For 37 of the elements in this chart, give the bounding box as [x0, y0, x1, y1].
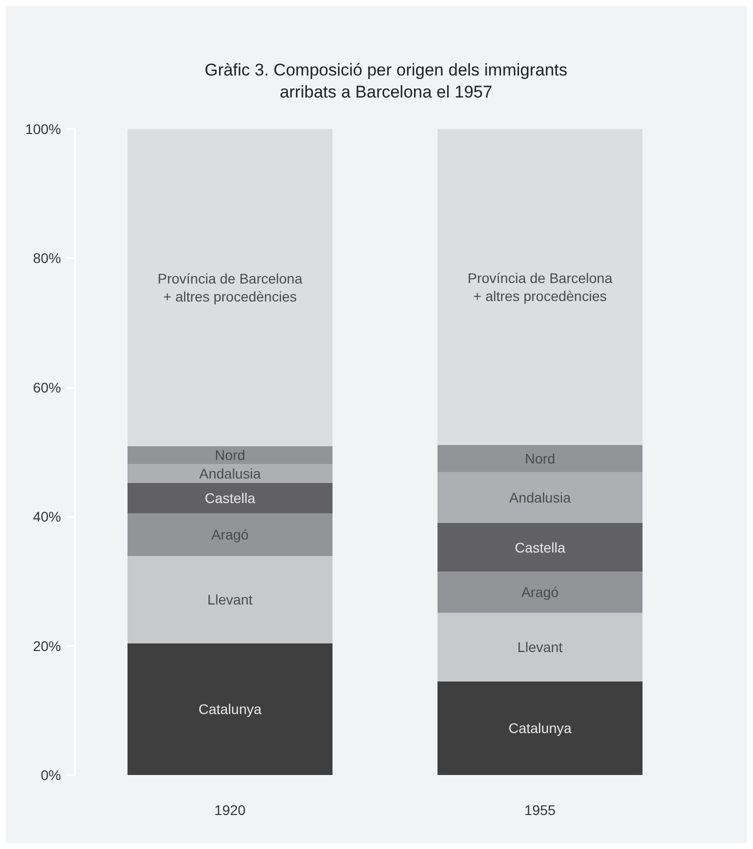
chart-title: Gràfic 3. Composició per origen dels immigrants arribats a Barcelona el 1957: [204, 60, 568, 102]
text: Aragó: [211, 526, 249, 543]
x-tick-label: 1955: [524, 802, 556, 818]
bar: [438, 612, 642, 682]
y-tick-label: 100%: [25, 121, 61, 137]
bar: [438, 681, 642, 775]
text: Andalusia: [509, 490, 571, 506]
bar: [438, 472, 642, 524]
bar: [438, 523, 642, 572]
text: Castella: [514, 539, 566, 556]
y-tick-label: 20%: [32, 638, 61, 654]
text: Província de Barcelona + altres procedències: [468, 270, 612, 304]
series-label: Aragó: [521, 584, 559, 600]
bar: [438, 572, 642, 613]
series-label: Andalusia: [199, 466, 261, 482]
series-label: Llevant: [517, 639, 563, 656]
series-label: Castella: [204, 490, 256, 506]
bar: [128, 446, 332, 464]
series-label: Catalunya: [508, 720, 572, 736]
bar: [128, 483, 332, 514]
series-label: Nord: [214, 447, 246, 464]
y-tick-label: 40%: [32, 508, 61, 525]
text: Llevant: [207, 592, 253, 608]
bar: [438, 129, 642, 445]
y-tick-label: 80%: [32, 250, 61, 266]
bar: [128, 513, 332, 556]
bar: [128, 556, 332, 644]
text: Nord: [524, 450, 556, 466]
bar: [128, 129, 332, 446]
text: Catalunya: [198, 701, 262, 718]
y-tick-label: 0%: [40, 767, 61, 783]
bar: [438, 444, 642, 472]
bar: [128, 643, 332, 775]
series-label: Província de Barcelona + altres procedències: [158, 270, 303, 305]
x-tick-label: 1920: [214, 802, 246, 818]
y-tick-label: 60%: [32, 379, 61, 396]
bar: [128, 464, 332, 484]
